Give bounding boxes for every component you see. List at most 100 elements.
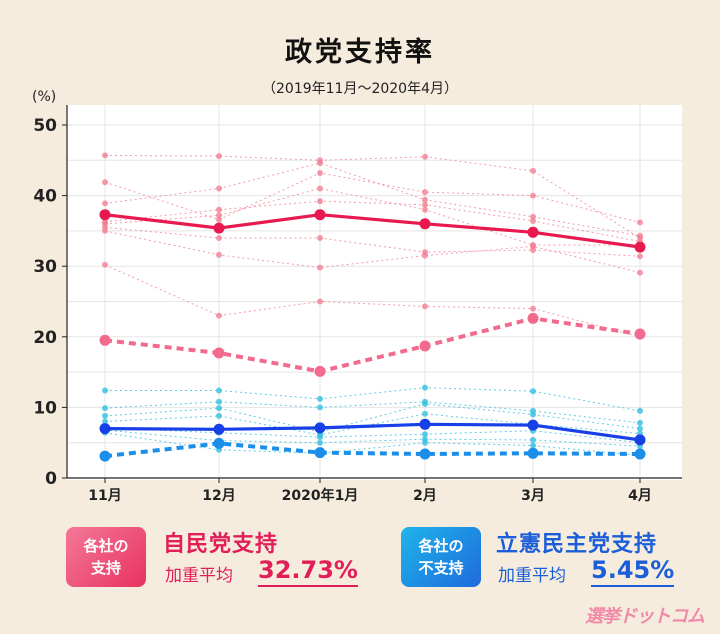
x-tick-label: 4月 <box>628 488 652 504</box>
y-tick-label: 50 <box>33 116 57 136</box>
data-point-cdp-thin <box>317 439 323 446</box>
y-tick-label: 30 <box>33 257 57 277</box>
chart-title: 政党支持率 <box>285 37 435 68</box>
data-point-cdp-dash <box>213 437 225 449</box>
data-point-ldp-dash <box>213 347 225 359</box>
series-line-ldp-thin <box>104 226 641 257</box>
y-tick-label: 10 <box>33 398 57 418</box>
series-line-cdp-thin <box>105 387 641 412</box>
data-point-cdp-thin <box>637 407 643 414</box>
data-point-cdp-thin <box>216 387 222 394</box>
data-point-ldp-thin <box>422 252 428 259</box>
data-point-cdp-thin <box>317 404 323 411</box>
data-point-ldp-thin <box>216 153 222 160</box>
data-point-cdp-main <box>213 423 225 435</box>
plot-area <box>67 105 682 480</box>
data-point-cdp-thin <box>422 400 428 407</box>
data-point-ldp-main <box>634 241 646 253</box>
data-point-ldp-thin <box>637 232 643 239</box>
data-point-cdp-dash <box>314 447 326 459</box>
series-line-ldp-thin <box>104 154 641 239</box>
data-point-ldp-thin <box>530 192 536 199</box>
cdp-legend-box: 各社の 不支持 <box>401 527 481 587</box>
series-line-ldp-thin <box>104 162 641 237</box>
data-point-ldp-main <box>419 218 431 230</box>
data-point-cdp-dash <box>99 450 111 462</box>
data-point-ldp-dash <box>527 312 539 324</box>
site-logo: 選挙ドットコム <box>585 606 705 627</box>
data-point-ldp-thin <box>530 213 536 220</box>
y-tick-label: 20 <box>33 328 57 348</box>
data-point-ldp-thin <box>637 269 643 276</box>
data-point-cdp-dash <box>419 448 431 460</box>
data-point-ldp-thin <box>102 261 108 268</box>
data-point-cdp-thin <box>422 384 428 391</box>
data-point-ldp-thin <box>422 206 428 213</box>
data-point-cdp-thin <box>216 412 222 419</box>
data-point-ldp-thin <box>216 251 222 258</box>
data-point-ldp-thin <box>422 303 428 310</box>
data-point-cdp-thin <box>102 405 108 412</box>
y-unit-label: (%) <box>32 89 56 105</box>
series-line-ldp-main <box>104 213 641 249</box>
data-point-ldp-dash <box>419 340 431 352</box>
data-point-cdp-main <box>527 419 539 431</box>
ldp-legend-box-line2: 支持 <box>90 559 121 577</box>
data-point-ldp-main <box>99 209 111 221</box>
data-point-cdp-thin <box>102 418 108 425</box>
data-point-cdp-thin <box>216 405 222 412</box>
series-line-cdp-thin <box>104 432 641 456</box>
data-point-cdp-thin <box>102 412 108 419</box>
series-line-ldp-thin <box>104 188 640 246</box>
data-point-cdp-thin <box>102 387 108 394</box>
data-point-ldp-thin <box>317 298 323 305</box>
data-point-ldp-thin <box>317 264 323 271</box>
data-point-ldp-main <box>314 209 326 221</box>
y-tick-label: 40 <box>33 187 57 207</box>
data-point-cdp-thin <box>422 431 428 438</box>
data-point-ldp-thin <box>530 243 536 250</box>
cdp-avg-value: 5.45% <box>591 556 675 587</box>
data-point-ldp-thin <box>422 196 428 203</box>
series-line-cdp-thin <box>104 403 641 433</box>
data-point-cdp-thin <box>422 439 428 446</box>
chart-subtitle: （2019年11月～2020年4月） <box>262 81 458 97</box>
data-point-ldp-thin <box>216 185 222 192</box>
cdp-legend-box-line2: 不支持 <box>418 559 464 577</box>
series-line-cdp-thin <box>104 427 641 444</box>
data-point-ldp-dash <box>314 365 326 377</box>
data-point-ldp-thin <box>102 200 108 207</box>
data-point-ldp-dash <box>634 328 646 340</box>
ldp-avg-label: 加重平均 <box>165 566 233 586</box>
series-line-cdp-thin <box>104 413 641 436</box>
x-tick-label: 3月 <box>521 488 545 504</box>
data-point-cdp-thin <box>422 410 428 417</box>
data-point-ldp-main <box>527 226 539 238</box>
series-line-ldp-thin <box>104 200 641 242</box>
data-point-cdp-thin <box>317 434 323 441</box>
series-line-cdp-dash <box>104 441 641 459</box>
data-point-ldp-thin <box>216 312 222 319</box>
data-point-ldp-thin <box>422 153 428 160</box>
ldp-legend-title: 自民党支持 <box>163 532 279 557</box>
x-tick-label: 2月 <box>413 488 437 504</box>
data-point-ldp-thin <box>102 179 108 186</box>
data-point-ldp-thin <box>317 185 323 192</box>
data-point-cdp-main <box>419 418 431 430</box>
data-point-ldp-thin <box>216 206 222 213</box>
cdp-legend-box-line1: 各社の <box>418 537 464 555</box>
series-line-ldp-thin <box>104 230 641 274</box>
data-point-cdp-thin <box>530 388 536 395</box>
data-point-ldp-thin <box>422 189 428 196</box>
data-point-cdp-thin <box>637 419 643 426</box>
data-point-ldp-thin <box>422 201 428 208</box>
data-point-ldp-main <box>213 222 225 234</box>
data-point-ldp-thin <box>317 170 323 176</box>
data-point-ldp-thin <box>216 212 222 219</box>
data-point-ldp-thin <box>530 305 536 312</box>
data-point-cdp-dash <box>527 447 539 459</box>
ldp-legend-box: 各社の 支持 <box>66 527 146 587</box>
ldp-legend-box-line1: 各社の <box>83 537 129 555</box>
data-point-cdp-main <box>634 434 646 446</box>
